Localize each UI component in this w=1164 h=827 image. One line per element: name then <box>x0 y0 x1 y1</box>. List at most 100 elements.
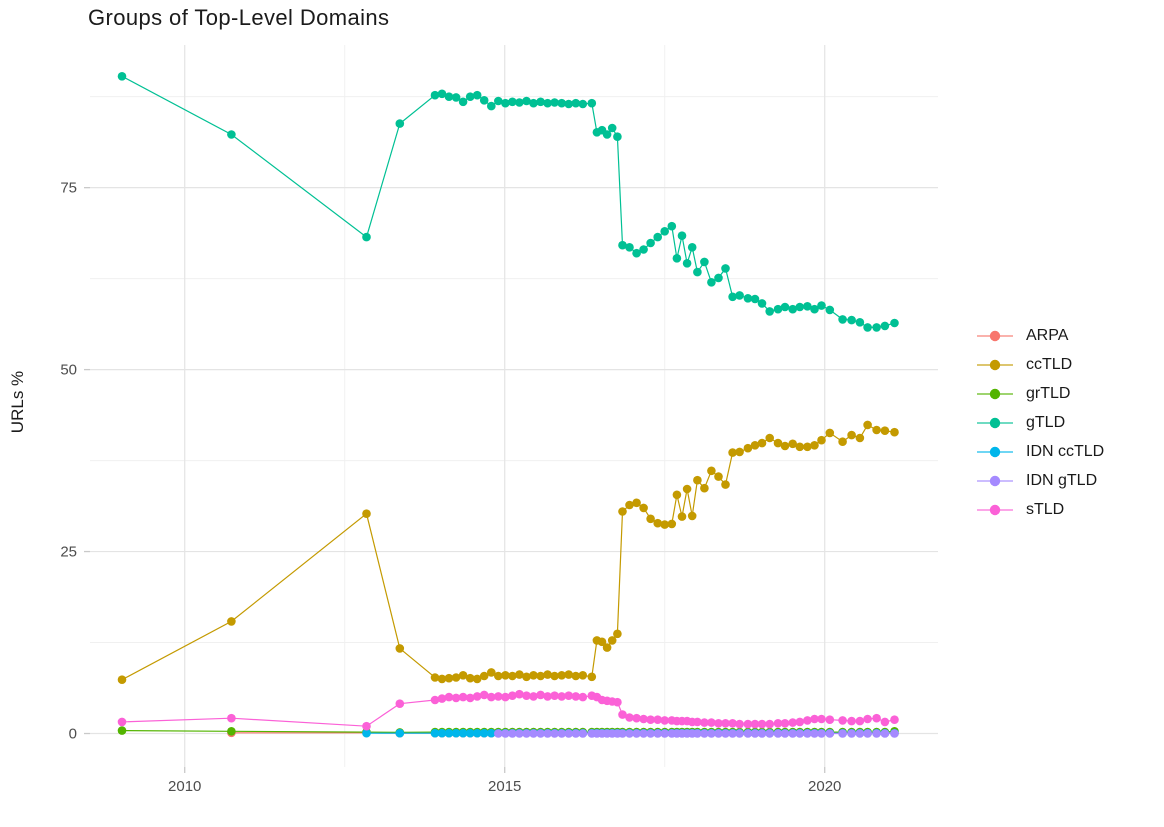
data-point <box>639 245 648 254</box>
data-point <box>773 438 783 448</box>
data-point <box>646 238 655 248</box>
legend-item-cctld: ccTLD <box>976 350 1104 379</box>
data-point <box>838 315 847 324</box>
data-point <box>501 671 510 680</box>
data-point <box>430 695 440 705</box>
data-point <box>735 719 744 729</box>
data-point <box>714 729 723 738</box>
data-point <box>795 717 805 727</box>
data-point <box>714 719 723 728</box>
legend-key-icon <box>977 388 1013 399</box>
data-point <box>613 697 622 707</box>
data-point <box>847 729 856 738</box>
data-point <box>707 729 716 738</box>
data-point <box>494 671 503 681</box>
legend-key-icon <box>977 359 1013 370</box>
data-point <box>773 729 783 738</box>
legend-key-icon <box>977 475 1013 486</box>
data-point <box>880 321 890 331</box>
data-point <box>687 243 697 252</box>
data-point <box>515 98 524 107</box>
data-point <box>550 729 559 738</box>
data-point <box>632 713 641 723</box>
data-point <box>515 670 524 679</box>
data-point <box>890 318 899 328</box>
data-point <box>543 98 552 108</box>
data-point <box>597 637 607 647</box>
y-tick-label: 50 <box>60 362 77 379</box>
data-point <box>444 692 454 702</box>
data-point <box>536 690 545 700</box>
data-point <box>557 671 566 680</box>
data-point <box>855 716 865 726</box>
legend-label: gTLD <box>1026 413 1066 431</box>
data-point <box>479 690 489 700</box>
legend-item-arpa: ARPA <box>976 321 1104 350</box>
data-point <box>458 692 468 702</box>
data-point <box>587 98 597 108</box>
data-point <box>780 302 790 312</box>
data-point <box>117 726 127 735</box>
data-point <box>564 670 573 679</box>
data-point <box>472 728 482 738</box>
data-point <box>672 490 682 500</box>
data-point <box>618 240 627 250</box>
data-point <box>564 99 573 109</box>
data-point <box>487 668 496 677</box>
data-point <box>607 123 617 133</box>
legend-key-icon <box>977 330 1013 341</box>
data-point <box>444 92 454 101</box>
data-point <box>501 729 510 738</box>
data-point <box>667 221 677 231</box>
data-point <box>880 426 890 436</box>
data-point <box>522 672 531 682</box>
legend-item-gtld: gTLD <box>976 408 1104 437</box>
data-point <box>838 729 847 738</box>
data-point <box>508 729 517 738</box>
data-point <box>872 729 881 738</box>
data-point <box>714 472 723 481</box>
data-point <box>765 719 774 729</box>
data-point <box>825 305 835 315</box>
data-point <box>578 692 588 702</box>
data-point <box>571 671 581 681</box>
data-point <box>780 441 790 451</box>
data-point <box>780 719 790 728</box>
data-point <box>625 243 634 252</box>
legend-key-icon <box>977 446 1013 457</box>
data-point <box>465 693 475 703</box>
series-gtld <box>117 72 899 332</box>
series-stld <box>117 689 899 731</box>
data-point <box>395 644 405 653</box>
data-point <box>810 714 819 724</box>
data-point <box>458 97 468 107</box>
data-point <box>487 728 496 738</box>
data-point <box>735 729 744 738</box>
gridlines-major <box>90 45 938 767</box>
data-point <box>515 689 524 699</box>
x-tick-label: 2010 <box>168 778 201 795</box>
data-point <box>700 257 709 267</box>
data-point <box>536 729 545 738</box>
data-point <box>444 728 454 738</box>
data-point <box>817 729 826 738</box>
data-point <box>817 301 826 310</box>
data-point <box>451 673 461 682</box>
data-point <box>536 671 545 681</box>
data-point <box>795 302 805 312</box>
data-point <box>437 89 447 99</box>
y-tick-label: 0 <box>69 726 77 743</box>
data-point <box>863 323 872 332</box>
data-point <box>721 264 730 273</box>
data-point <box>564 691 573 700</box>
data-point <box>479 728 489 738</box>
data-point <box>847 716 856 726</box>
data-point <box>571 98 581 108</box>
data-point <box>847 430 856 440</box>
data-point <box>227 727 236 736</box>
data-point <box>550 98 559 107</box>
data-point <box>728 729 737 738</box>
data-point <box>890 715 899 724</box>
